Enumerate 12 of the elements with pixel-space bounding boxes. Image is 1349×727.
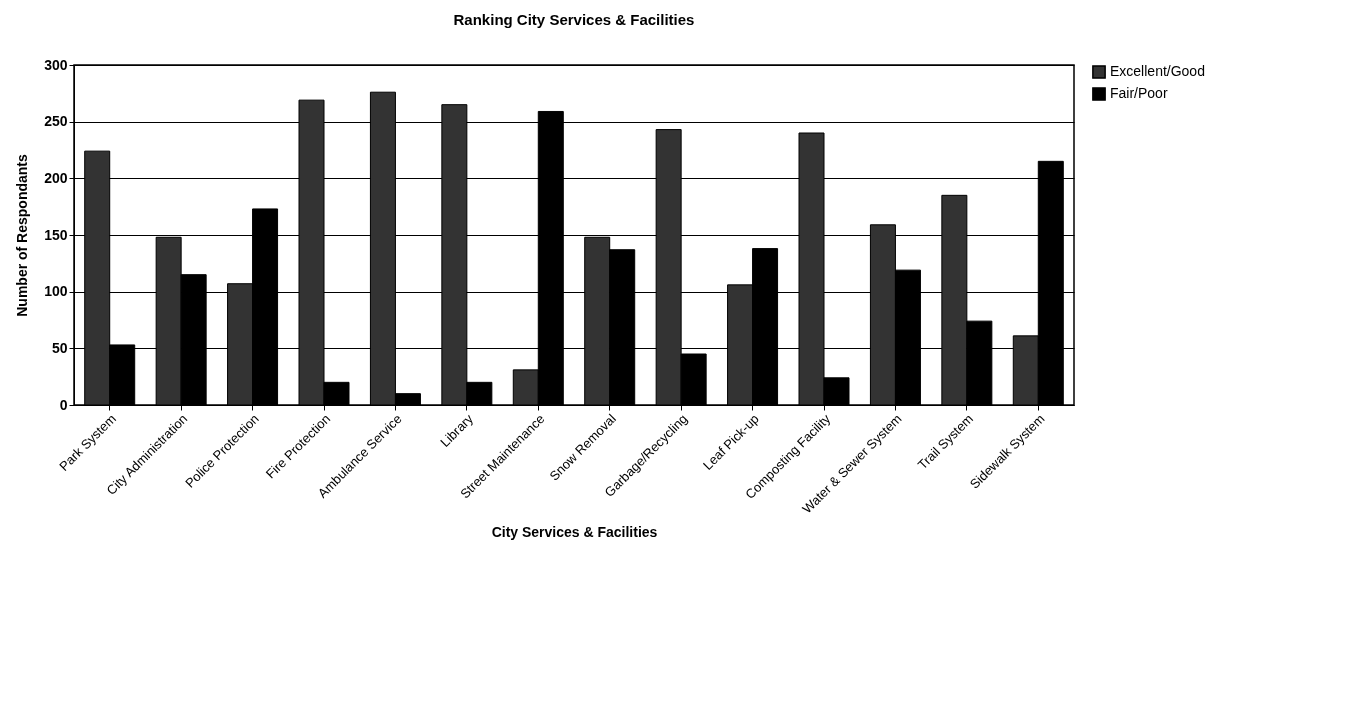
y-tick-label: 50 [51,339,68,356]
y-tick-label: 200 [44,169,68,186]
legend-label: Fair/Poor [1110,85,1168,101]
y-tick-label: 150 [44,226,68,243]
y-tick-label: 0 [59,396,68,413]
y-tick-label: 250 [44,113,68,130]
y-axis-title: Number of Respondants [14,154,31,317]
chart-title: Ranking City Services & Facilities [453,11,695,28]
x-axis-title: City Services & Facilities [491,524,658,541]
y-tick-label: 300 [44,56,68,73]
legend-label: Excellent/Good [1110,63,1205,79]
y-tick-label: 100 [44,283,68,300]
